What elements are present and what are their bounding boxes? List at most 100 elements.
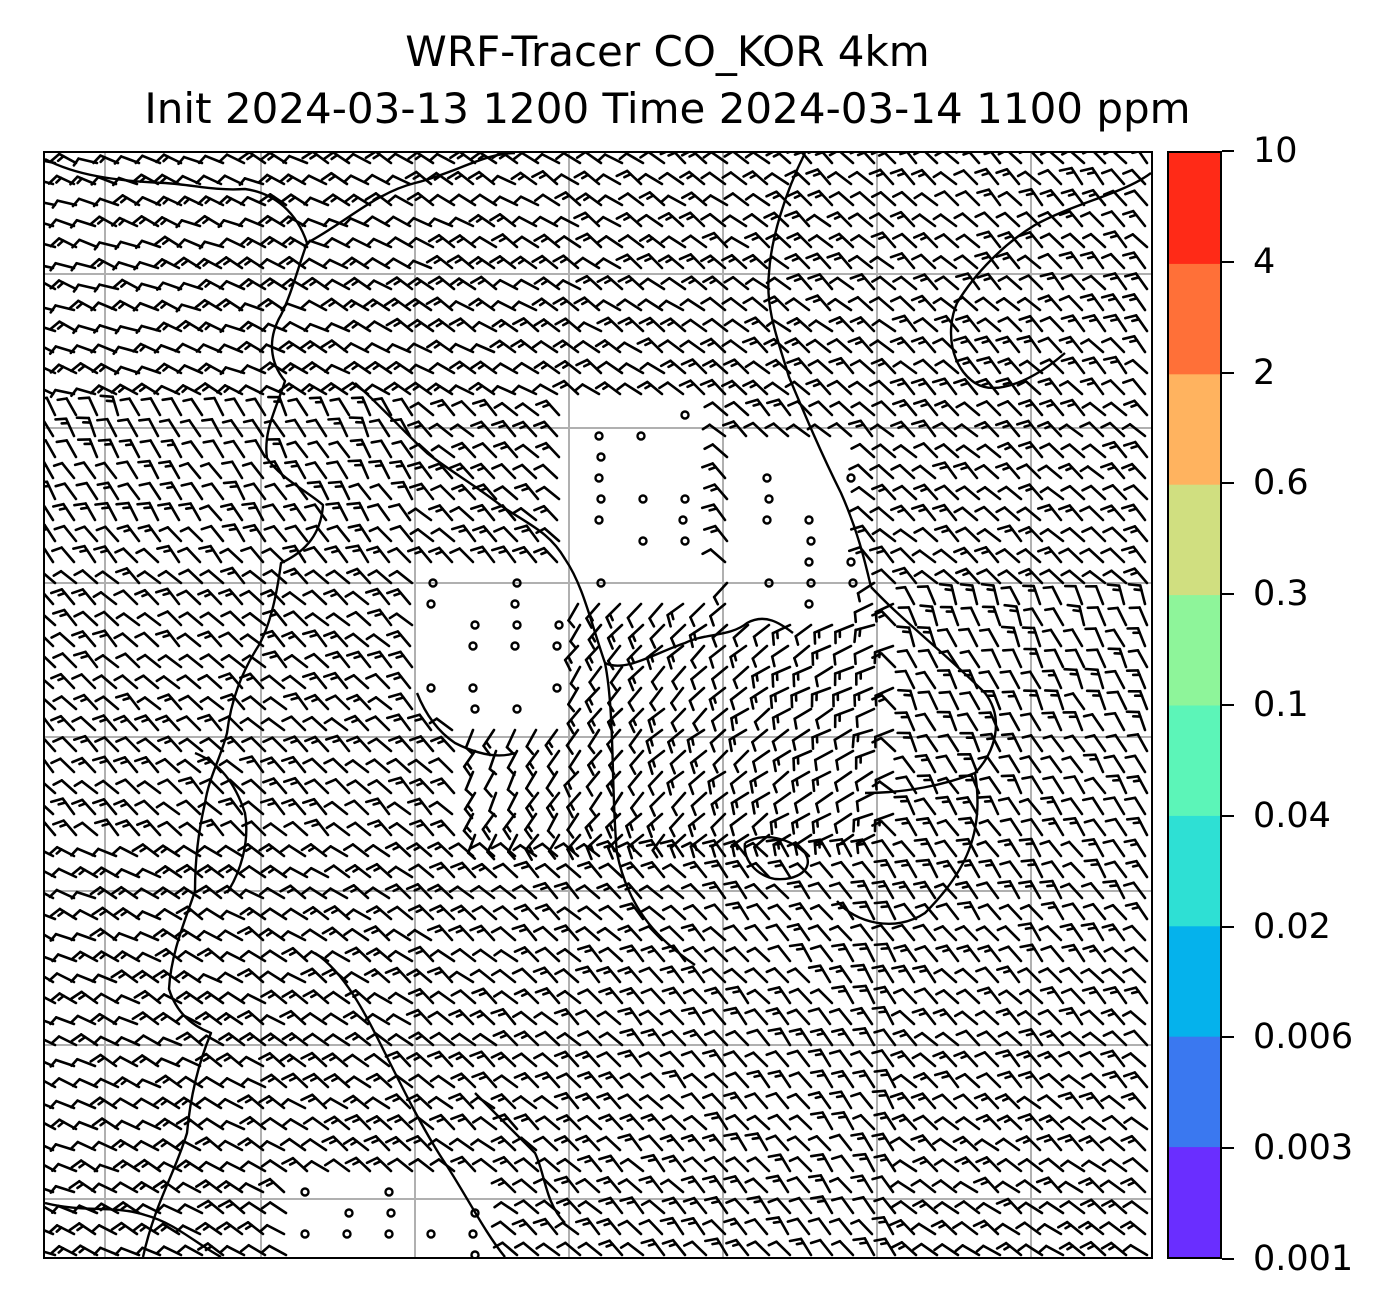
wind-barb xyxy=(286,440,309,459)
wind-barb xyxy=(683,1115,708,1131)
wind-barb xyxy=(262,696,288,711)
wind-barb xyxy=(725,1238,750,1257)
wind-barb xyxy=(688,770,706,796)
wind-barb xyxy=(158,460,181,480)
wind-barb xyxy=(791,770,811,793)
wind-barb xyxy=(640,1238,666,1257)
wind-barb xyxy=(73,610,99,627)
wind-barb xyxy=(932,213,958,228)
wind-barb xyxy=(324,990,351,1005)
wind-barb xyxy=(978,711,1000,732)
wind-barb xyxy=(680,965,706,984)
wind-barb xyxy=(1064,648,1086,669)
wind-barb xyxy=(1081,153,1107,165)
wind-barb xyxy=(765,1007,790,1026)
wind-barb xyxy=(1082,944,1107,963)
wind-barb xyxy=(284,418,307,438)
wind-barb xyxy=(849,524,876,543)
wind-barb xyxy=(976,1072,1002,1089)
wind-barb xyxy=(1102,189,1128,207)
wind-barb xyxy=(661,1196,687,1215)
wind-barb xyxy=(744,1092,769,1110)
wind-barb xyxy=(45,547,55,564)
wind-barb xyxy=(482,728,496,757)
wind-barb xyxy=(852,812,874,833)
wind-barb xyxy=(513,1072,540,1089)
wind-barb xyxy=(155,993,183,1005)
wind-barb xyxy=(490,1177,517,1194)
wind-barb xyxy=(744,924,769,942)
wind-barb xyxy=(793,791,813,814)
wind-barb xyxy=(871,1049,895,1068)
wind-barb xyxy=(301,153,330,165)
wind-barb xyxy=(1126,733,1149,753)
wind-barb xyxy=(1037,377,1063,396)
wind-barb xyxy=(976,485,1002,501)
wind-barb xyxy=(260,1032,288,1047)
wind-barb xyxy=(197,674,223,690)
wind-barb xyxy=(426,382,454,396)
wind-barb xyxy=(1100,1008,1126,1026)
wind-barb xyxy=(729,770,748,795)
wind-barb xyxy=(342,884,370,900)
wind-barb xyxy=(1100,462,1126,480)
wind-barb xyxy=(649,623,666,649)
wind-barb xyxy=(1121,293,1147,312)
wind-barb xyxy=(136,819,162,837)
wind-barb xyxy=(827,422,853,438)
calm-marker xyxy=(846,557,856,567)
wind-barb xyxy=(492,1241,519,1257)
wind-barb xyxy=(513,1241,540,1257)
wind-barb xyxy=(492,278,519,291)
wind-barb xyxy=(701,1133,727,1152)
wind-barb xyxy=(682,988,708,1005)
wind-barb xyxy=(155,757,181,774)
wind-barb xyxy=(450,524,477,543)
colorbar-band xyxy=(1169,705,1220,816)
wind-barb xyxy=(89,1012,118,1026)
wind-barb xyxy=(889,252,916,270)
wind-barb xyxy=(281,630,307,648)
wind-barb xyxy=(110,1221,139,1236)
wind-barb xyxy=(70,932,97,942)
wind-barb xyxy=(640,945,666,963)
wind-barb xyxy=(1058,1180,1084,1194)
calm-marker xyxy=(342,1229,352,1239)
wind-barb xyxy=(977,903,1002,921)
wind-barb xyxy=(428,153,456,165)
wind-barb xyxy=(660,235,687,249)
wind-barb xyxy=(598,1071,624,1089)
wind-barb xyxy=(1015,1135,1042,1152)
wind-barb xyxy=(258,927,286,942)
wind-barb xyxy=(154,1074,183,1089)
wind-barb xyxy=(450,1113,477,1131)
wind-barb xyxy=(871,923,895,942)
wind-barb xyxy=(469,343,496,354)
wind-barb xyxy=(933,1243,960,1257)
wind-barb xyxy=(450,861,477,879)
wind-barb xyxy=(427,318,456,333)
wind-barb xyxy=(792,749,813,772)
wind-barb xyxy=(1060,273,1086,291)
wind-barb xyxy=(491,153,519,165)
wind-barb xyxy=(110,216,139,228)
wind-barb xyxy=(157,654,183,669)
wind-barb xyxy=(113,798,139,816)
wind-barb xyxy=(996,925,1021,942)
wind-barb xyxy=(238,302,265,312)
wind-barb xyxy=(429,949,456,963)
wind-barb xyxy=(116,524,141,543)
wind-barb xyxy=(575,1009,601,1026)
wind-barb xyxy=(1039,189,1065,207)
wind-barb xyxy=(300,299,328,312)
wind-barb xyxy=(873,942,897,963)
wind-barb xyxy=(323,757,349,774)
wind-barb xyxy=(1120,545,1147,564)
wind-barb xyxy=(321,258,349,270)
wind-barb xyxy=(406,842,433,858)
wind-barb xyxy=(260,1073,288,1089)
colorbar-tick-label: 0.001 xyxy=(1253,1239,1354,1279)
wind-barb xyxy=(630,791,645,817)
wind-barb xyxy=(1058,423,1084,438)
wind-barb xyxy=(430,735,456,753)
